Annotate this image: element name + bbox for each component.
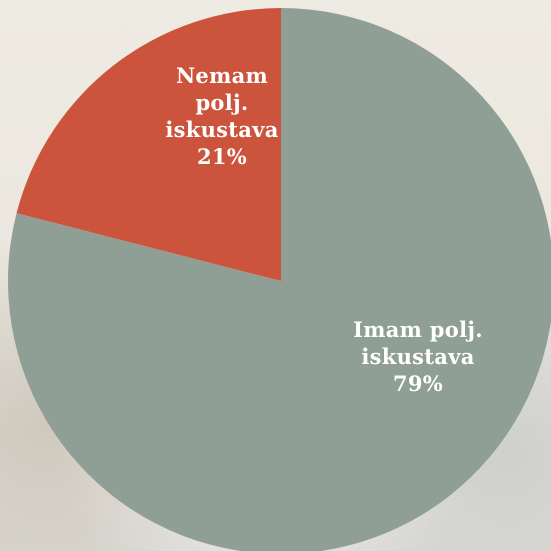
slice-label-nemam: Nemam polj. iskustava 21% [122, 62, 322, 170]
pie-slice-imam [8, 8, 551, 551]
slice-label-nemam-percent: 21% [196, 144, 248, 169]
slice-label-imam-percent: 79% [392, 371, 444, 396]
slice-label-imam-line-1: Imam polj. [353, 317, 483, 342]
slice-label-nemam-line-1: Nemam [175, 63, 269, 88]
slice-label-nemam-line-3: iskustava [165, 117, 279, 142]
slice-label-nemam-line-2: polj. [195, 90, 249, 115]
slice-label-imam-line-2: iskustava [361, 344, 475, 369]
slice-label-imam: Imam polj. iskustava 79% [318, 316, 518, 397]
pie-slice-nemam [16, 8, 282, 281]
